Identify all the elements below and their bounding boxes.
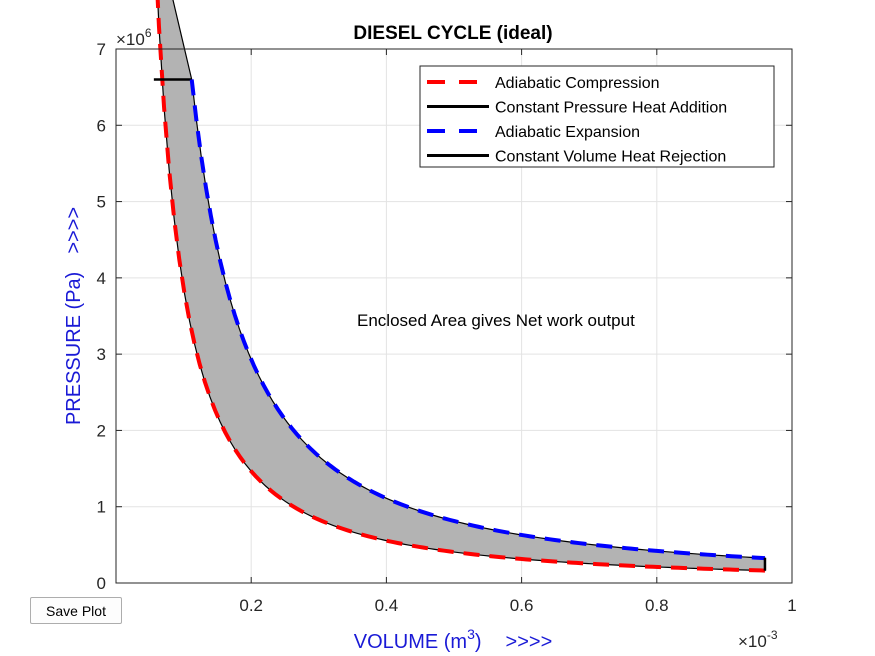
legend: Adiabatic Compression Constant Pressure H… (419, 65, 775, 168)
x-tick-label: 0.4 (375, 596, 399, 615)
series-line-adiabatic-compression (155, 0, 766, 573)
svg-text:PRESSURE (Pa)>>>>: PRESSURE (Pa) >>>> (63, 207, 85, 425)
y-axis-label-arrows: >>>> (63, 207, 85, 254)
y-axis-label: PRESSURE (Pa) >>>> (63, 207, 85, 425)
y-tick-label: 3 (97, 345, 106, 364)
chart-title: DIESEL CYCLE (ideal) (353, 23, 552, 44)
annotation-net-work: Enclosed Area gives Net work output (357, 311, 635, 330)
x-axis-exponent: ×10-3 (738, 628, 778, 651)
y-axis-exponent: ×106 (116, 26, 152, 49)
legend-label: Constant Pressure Heat Addition (495, 100, 727, 117)
save-plot-button[interactable]: Save Plot (30, 597, 122, 624)
series-line-adiabatic-expansion (189, 79, 766, 561)
x-tick-label: 1 (787, 596, 796, 615)
y-tick-label: 2 (97, 421, 106, 440)
y-tick-label: 5 (97, 193, 106, 212)
x-tick-label: 0.8 (645, 596, 669, 615)
y-tick-label: 4 (97, 269, 106, 288)
x-tick-labels: 0.2 0.4 0.6 0.8 1 (239, 596, 796, 615)
legend-box (419, 65, 775, 168)
x-axis-label-exponent: 3 (467, 626, 475, 642)
tick-marks (116, 48, 793, 584)
y-axis-label-text: PRESSURE (Pa) (63, 272, 85, 425)
legend-label: Constant Volume Heat Rejection (495, 149, 726, 166)
y-tick-label: 1 (97, 498, 106, 517)
x-axis-label-text: VOLUME (m (354, 631, 467, 653)
series-lines (153, 0, 767, 573)
axes-box (115, 48, 793, 584)
x-axis-label-close: ) (475, 631, 482, 653)
legend-label: Adiabatic Compression (495, 75, 660, 92)
y-tick-label: 7 (97, 40, 106, 59)
y-tick-label: 0 (97, 574, 106, 593)
legend-label: Adiabatic Expansion (495, 124, 640, 141)
x-tick-label: 0.2 (239, 596, 263, 615)
x-tick-label: 0.6 (510, 596, 534, 615)
x-axis-label-arrows: >>>> (506, 631, 553, 653)
y-tick-label: 6 (97, 116, 106, 135)
y-tick-labels: 0 1 2 3 4 5 6 7 (97, 40, 106, 593)
x-axis-label: VOLUME (m3) >>>> (354, 626, 553, 653)
